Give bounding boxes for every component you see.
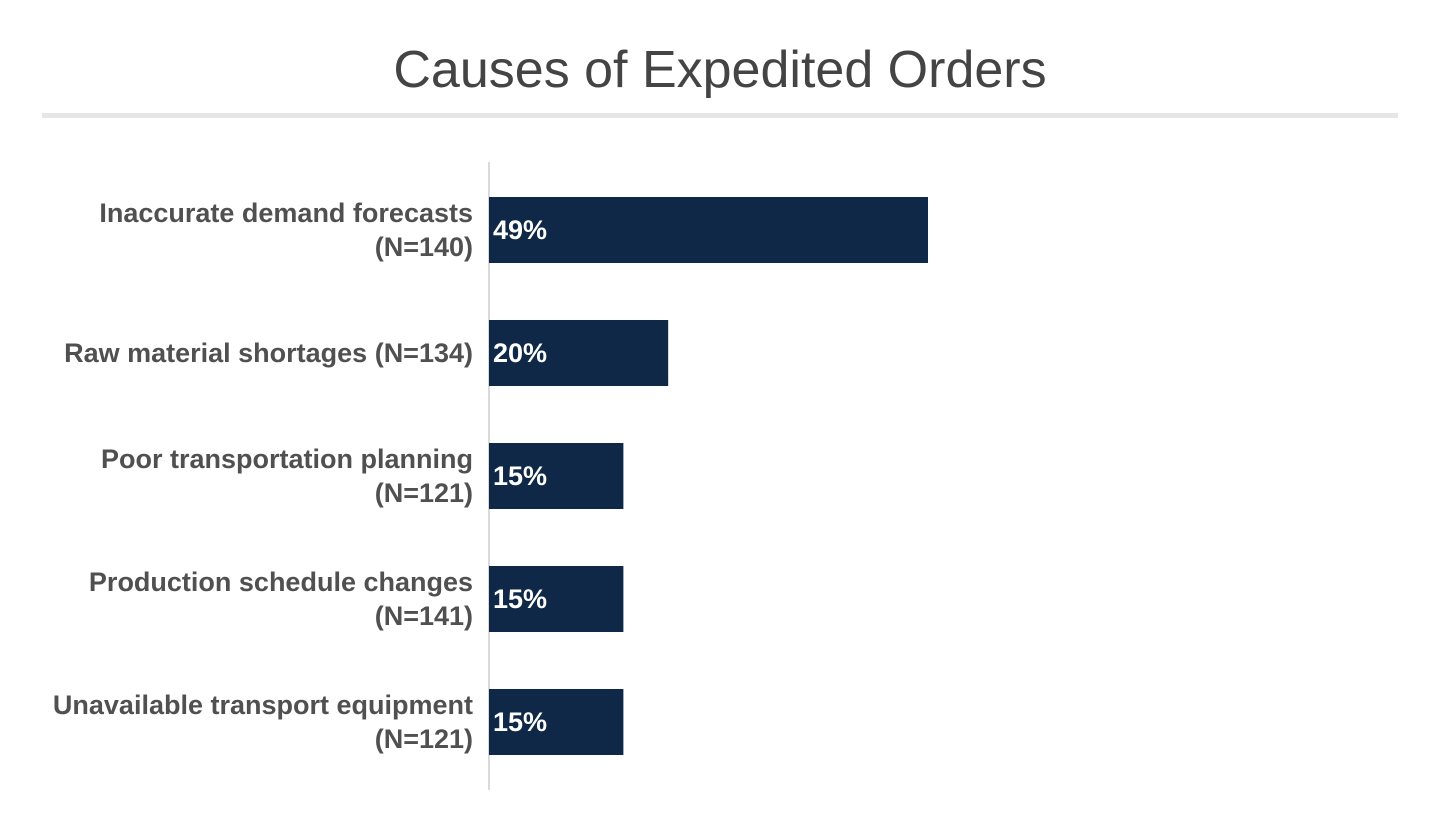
category-label: Inaccurate demand forecasts	[99, 198, 473, 228]
bar-value-label: 49%	[493, 215, 547, 245]
category-label: Production schedule changes	[89, 567, 473, 597]
bar	[489, 197, 928, 263]
category-label: Raw material shortages (N=134)	[64, 338, 473, 368]
title-divider	[42, 113, 1398, 118]
bar-value-label: 20%	[493, 338, 547, 368]
bar-value-label: 15%	[493, 461, 547, 491]
bar	[489, 566, 624, 632]
bar	[489, 443, 624, 509]
bar-value-label: 15%	[493, 707, 547, 737]
category-label: (N=141)	[375, 601, 473, 631]
category-label: Unavailable transport equipment	[53, 690, 473, 720]
category-label: Poor transportation planning	[101, 444, 473, 474]
category-labels-group: Inaccurate demand forecasts (N=140) Raw ma…	[53, 198, 473, 754]
bar	[489, 689, 624, 755]
category-label: (N=140)	[375, 232, 473, 262]
bar	[489, 320, 669, 386]
chart-title: Causes of Expedited Orders	[393, 41, 1047, 99]
bar-value-label: 15%	[493, 584, 547, 614]
category-label: (N=121)	[375, 478, 473, 508]
bars-group: 49% 20% 15% 15% 15%	[489, 197, 928, 755]
category-label: (N=121)	[375, 724, 473, 754]
